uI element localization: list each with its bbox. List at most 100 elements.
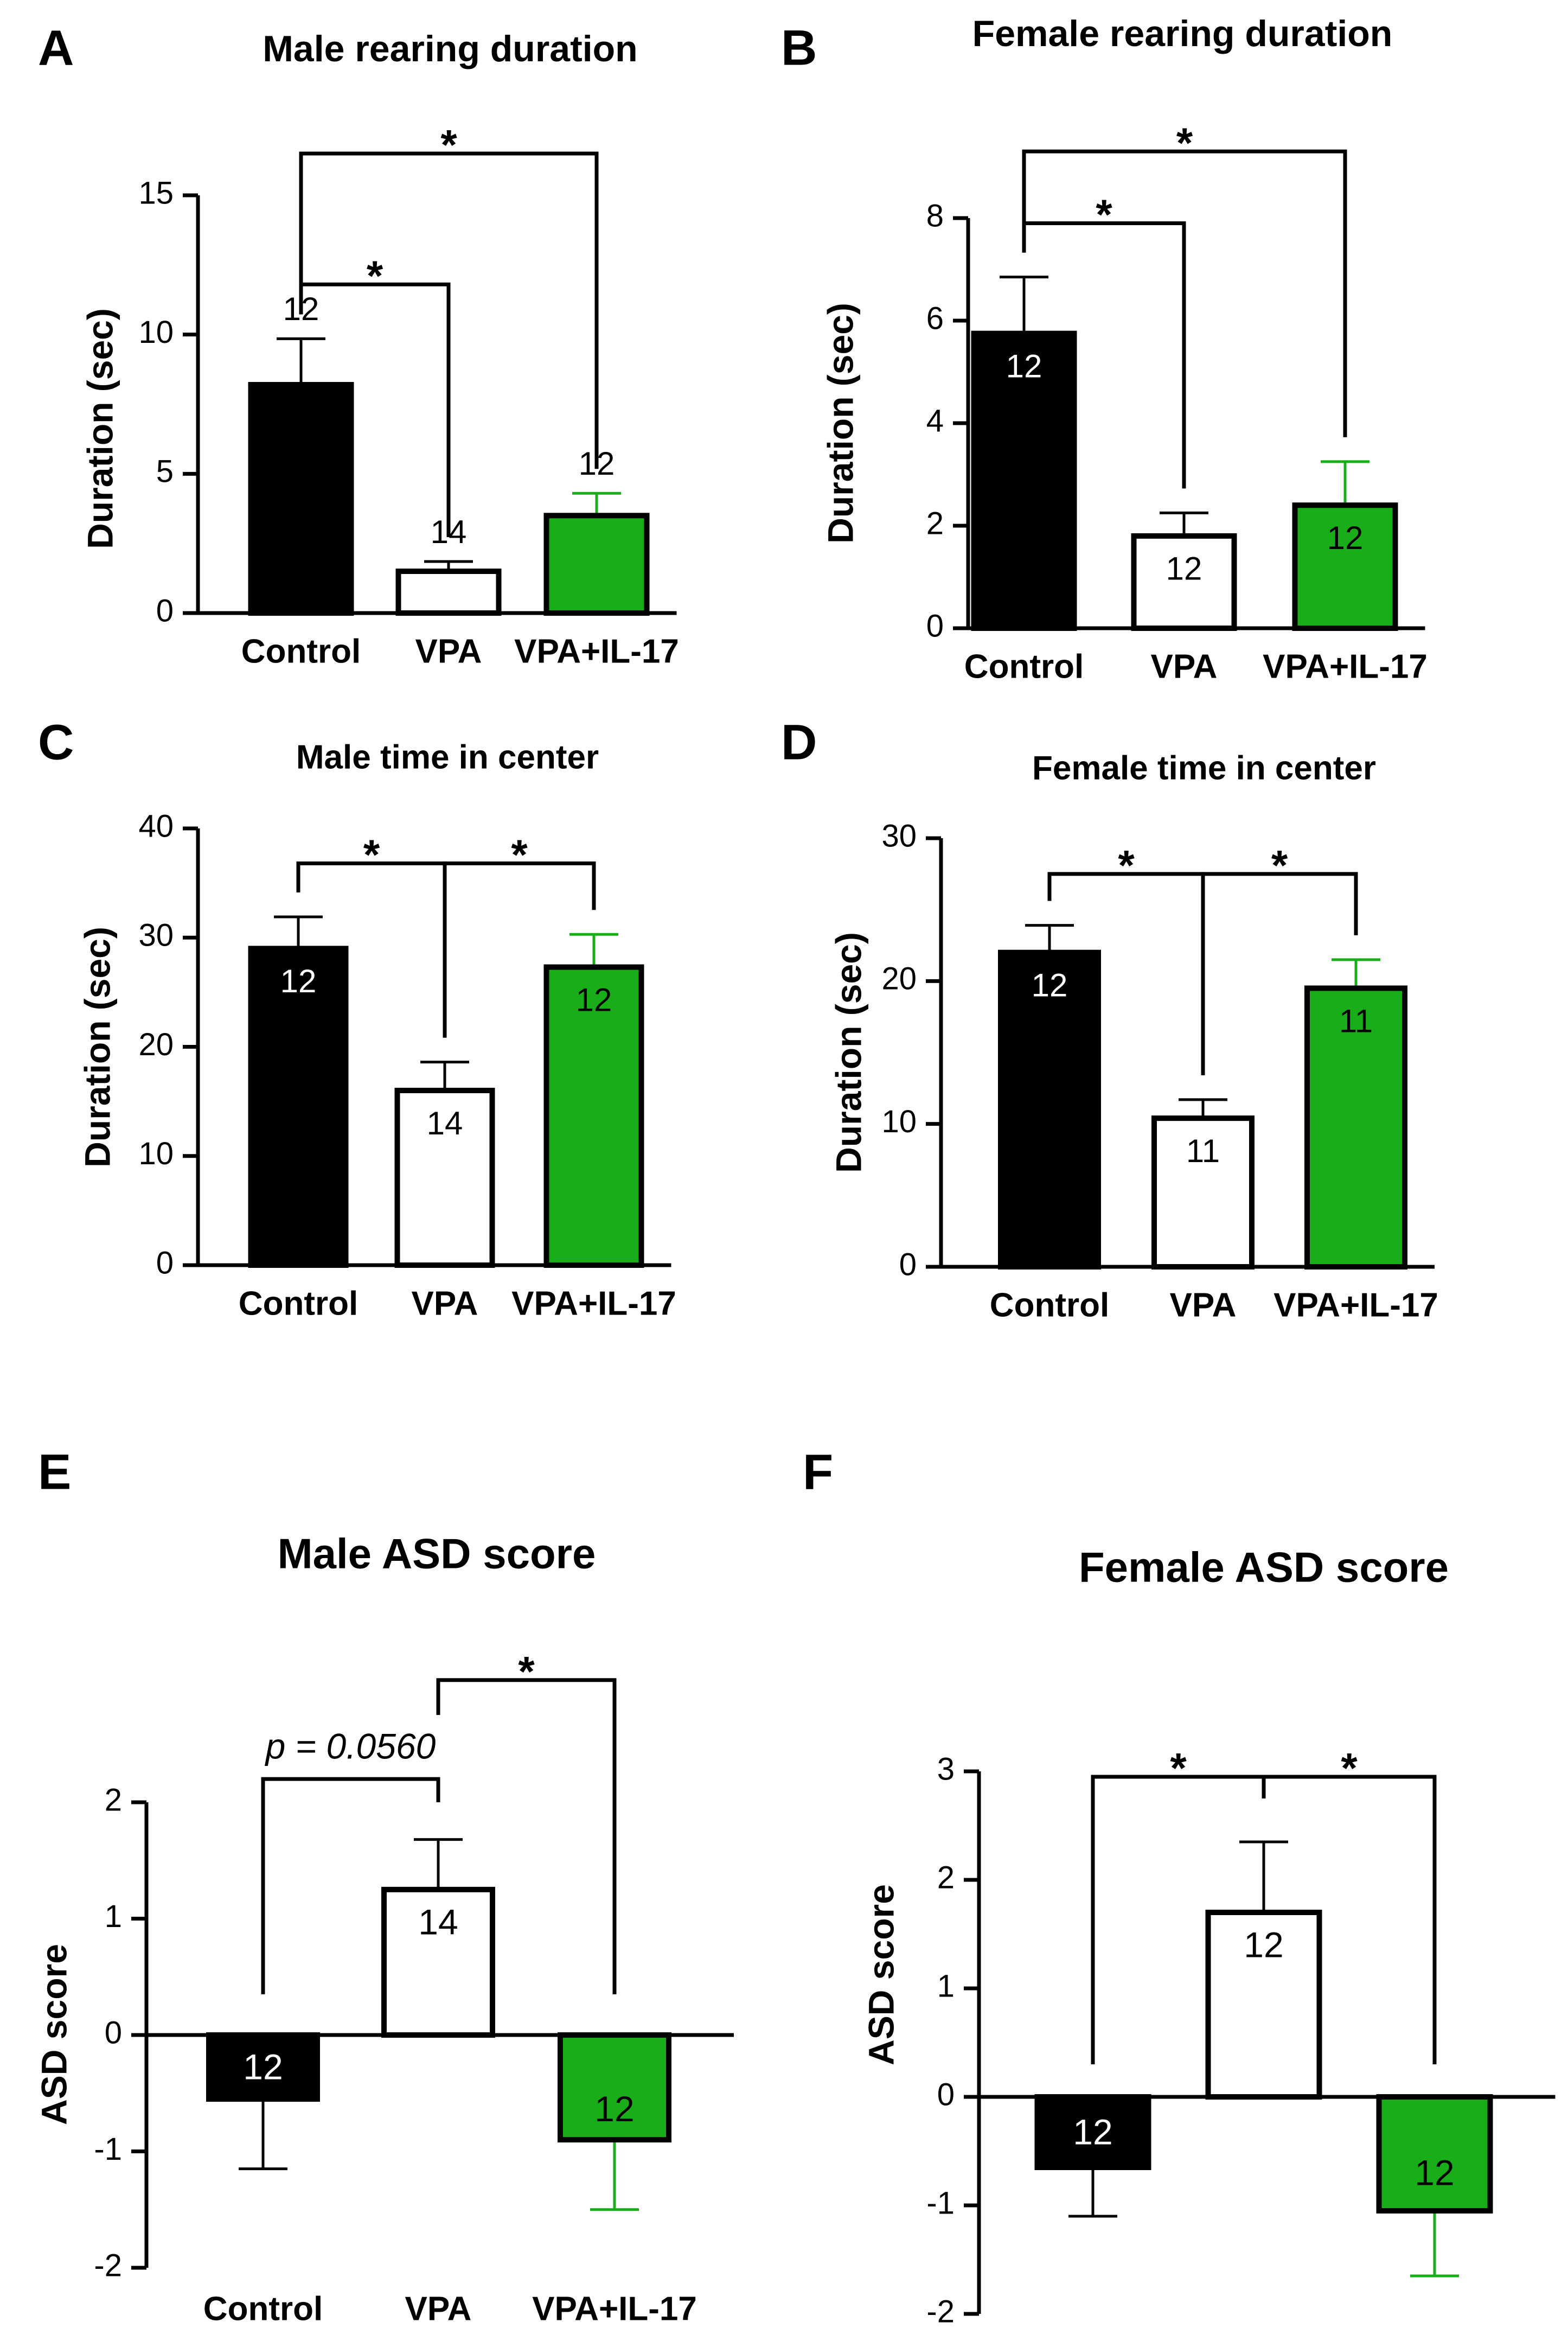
significance-star: * (363, 831, 380, 878)
n-label: 14 (427, 1105, 463, 1141)
y-tick-label: 0 (156, 1245, 174, 1280)
bar-vpa (1131, 533, 1237, 632)
n-label: 12 (1166, 551, 1202, 587)
panel-d: D Female time in center 0 10 20 30 Duration (s… (781, 715, 1438, 1324)
significance-star: * (1096, 190, 1112, 238)
n-label: 12 (594, 2089, 634, 2129)
bar-vpa-il-17 (543, 513, 650, 616)
y-tick-label: 0 (926, 608, 944, 643)
panel-label: C (38, 715, 74, 770)
y-tick-label: 10 (138, 1136, 174, 1171)
significance-bracket (436, 1678, 617, 1994)
y-axis-label: ASD score (861, 1884, 901, 2065)
n-label: 14 (418, 1902, 458, 1942)
significance-bracket (261, 1777, 440, 1994)
y-tick-label: 30 (881, 818, 917, 853)
bar-control (248, 946, 349, 1268)
x-tick-label: VPA+IL-17 (1352, 2336, 1517, 2341)
bar-control (998, 949, 1101, 1270)
panel-label: A (38, 20, 74, 75)
y-tick-label: -2 (94, 2248, 122, 2283)
x-tick-label: Control (1033, 2336, 1153, 2341)
x-tick-label: VPA (412, 1285, 478, 1322)
panel-label: F (803, 1444, 833, 1500)
x-tick-label: Control (241, 633, 361, 670)
significance-bracket (443, 861, 596, 1038)
significance-bracket (1262, 1775, 1437, 2064)
x-tick-label: VPA+IL-17 (1273, 1286, 1438, 1324)
x-tick-label: Control (964, 648, 1084, 685)
y-tick-label: 20 (881, 961, 917, 997)
bar-control (248, 382, 354, 616)
y-tick-label: -1 (94, 2132, 122, 2167)
x-tick-label: VPA (1231, 2336, 1297, 2341)
n-label: 12 (1032, 967, 1068, 1004)
y-tick-label: 10 (138, 315, 174, 350)
y-tick-label: 8 (926, 198, 944, 233)
panel-a: A Male rearing duration 0 5 10 15 Duration (se… (38, 20, 679, 670)
panel-c: C Male time in center 0 10 20 30 40 Duration (s… (38, 715, 676, 1322)
n-label: 12 (243, 2046, 283, 2087)
n-label: 12 (1415, 2152, 1454, 2192)
x-tick-label: VPA (405, 2290, 472, 2327)
bar-vpa (395, 569, 502, 616)
bar-vpa-il-17 (1304, 985, 1407, 1270)
x-tick-label: Control (203, 2290, 323, 2327)
n-label: 11 (1186, 1133, 1220, 1169)
n-label: 11 (1339, 1003, 1373, 1039)
significance-bracket (1201, 872, 1358, 1075)
n-label: 12 (1244, 1924, 1283, 1964)
x-tick-label: VPA+IL-17 (1263, 648, 1428, 685)
panel-label: D (781, 715, 817, 770)
bar-vpa (394, 1088, 495, 1268)
y-axis-label: Duration (sec) (77, 927, 117, 1168)
significance-star: * (1176, 119, 1193, 167)
y-tick-label: 0 (105, 2015, 122, 2050)
n-label: 12 (1327, 520, 1364, 556)
significance-star: * (1118, 841, 1135, 889)
bar-vpa-il-17 (1292, 502, 1398, 632)
x-tick-label: Control (990, 1286, 1109, 1324)
bar-vpa-il-17 (1376, 2094, 1493, 2214)
y-axis-label: Duration (sec) (828, 932, 868, 1173)
y-tick-label: 1 (937, 1968, 955, 2004)
y-tick-label: 40 (138, 808, 174, 844)
x-tick-label: VPA+IL-17 (514, 633, 679, 670)
y-tick-label: 1 (105, 1899, 122, 1934)
x-tick-label: Control (239, 1285, 358, 1322)
bar-vpa-il-17 (543, 964, 644, 1268)
significance-star: * (367, 252, 383, 299)
y-tick-label: -1 (926, 2185, 955, 2221)
y-tick-label: 0 (156, 593, 174, 628)
significance-star: * (511, 831, 528, 878)
y-tick-label: -2 (926, 2294, 955, 2329)
chart-title: Female time in center (1032, 749, 1376, 787)
bar-vpa (1205, 1910, 1322, 2100)
chart-title: Male time in center (296, 738, 599, 776)
y-axis-label: Duration (sec) (80, 308, 120, 549)
significance-bracket (1022, 149, 1347, 437)
x-tick-label: VPA (1170, 1286, 1237, 1324)
chart-title: Female ASD score (1079, 1543, 1449, 1591)
significance-star: * (440, 121, 457, 169)
y-tick-label: 2 (937, 1860, 955, 1895)
bar-vpa (1151, 1115, 1255, 1270)
y-tick-label: 20 (138, 1027, 174, 1062)
y-tick-label: 0 (937, 2077, 955, 2112)
x-tick-label: VPA (415, 633, 482, 670)
y-axis-label: ASD score (34, 1944, 74, 2125)
chart-title: Female rearing duration (972, 13, 1393, 54)
x-tick-label: VPA+IL-17 (511, 1285, 676, 1322)
y-tick-label: 2 (105, 1782, 122, 1817)
y-tick-label: 6 (926, 301, 944, 336)
panel-b: B Female rearing duration 0 2 4 6 8 Duration (s… (781, 13, 1428, 685)
chart-title: Male ASD score (278, 1530, 596, 1578)
bar-control (206, 2032, 320, 2102)
y-tick-label: 10 (881, 1104, 917, 1139)
n-label: 12 (1073, 2112, 1112, 2152)
chart-title: Male rearing duration (263, 28, 637, 69)
y-tick-label: 15 (138, 175, 174, 211)
significance-star: * (1271, 841, 1288, 889)
bar-vpa (381, 1886, 495, 2038)
